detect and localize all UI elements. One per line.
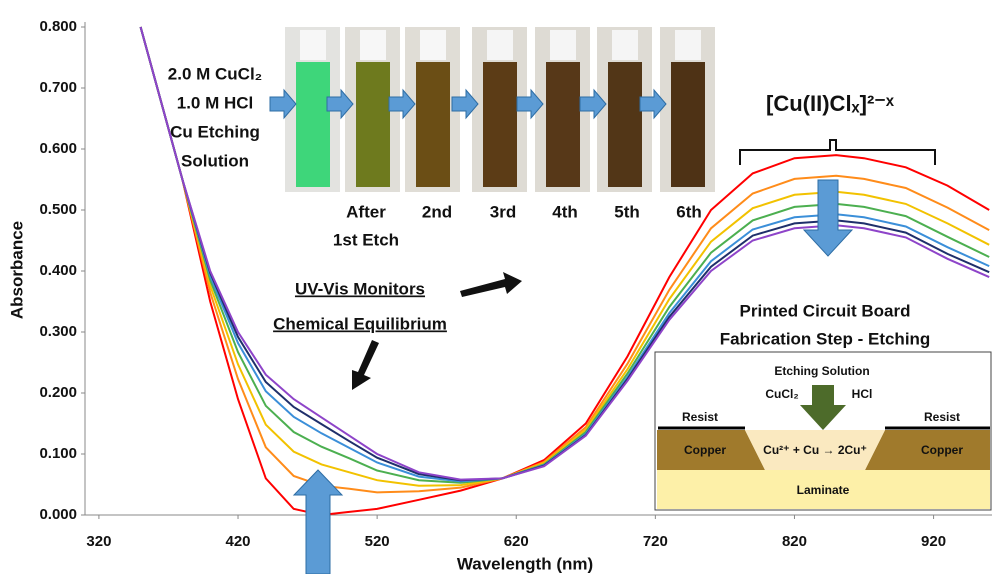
annotation: Resist: [924, 410, 960, 424]
x-axis-label: Wavelength (nm): [457, 554, 593, 573]
annotation: 3rd: [490, 202, 516, 221]
photos: [270, 27, 715, 192]
y-tick-label: 0.700: [39, 79, 77, 96]
x-tick-label: 920: [921, 533, 946, 550]
annotation: After: [346, 202, 386, 221]
x-tick-label: 520: [365, 533, 390, 550]
annotation: 2nd: [422, 202, 452, 221]
y-tick-label: 0.300: [39, 323, 77, 340]
y-tick-label: 0.600: [39, 140, 77, 157]
annotation: Cu²⁺ + Cu → 2Cu⁺: [763, 443, 867, 457]
annotation: Resist: [682, 410, 718, 424]
annotation: Fabrication Step - Etching: [720, 329, 931, 348]
y-tick-label: 0.100: [39, 445, 77, 462]
annotation: CuCl₂: [765, 387, 798, 401]
annotation: HCl: [852, 387, 873, 401]
annotation: 6th: [676, 202, 702, 221]
annotation: [Cu(II)Clₓ]²⁻ˣ: [766, 91, 895, 116]
x-tick-label: 720: [643, 533, 668, 550]
annotation: 1st Etch: [333, 230, 399, 249]
y-tick-label: 0.800: [39, 18, 77, 35]
annotation: 4th: [552, 202, 578, 221]
y-tick-label: 0.200: [39, 384, 77, 401]
annotation: 5th: [614, 202, 640, 221]
annotation: 1.0 M HCl: [177, 93, 254, 112]
y-tick-label: 0.000: [39, 506, 77, 523]
annotation: 2.0 M CuCl₂: [168, 64, 262, 83]
annotation: Copper: [921, 443, 963, 457]
y-tick-label: 0.500: [39, 201, 77, 218]
annotation: Printed Circuit Board: [740, 301, 911, 320]
x-tick-label: 420: [226, 533, 251, 550]
x-tick-label: 320: [86, 533, 111, 550]
x-tick-label: 620: [504, 533, 529, 550]
annotation: UV-Vis Monitors: [295, 279, 425, 298]
annotation: Copper: [684, 443, 726, 457]
annotation: Chemical Equilibrium: [273, 314, 447, 333]
x-tick-label: 820: [782, 533, 807, 550]
chart: 0.000 0.100 0.200 0.300 0.400 0.500 0.600 0.700…: [0, 0, 992, 574]
annotation: Cu Etching: [170, 122, 260, 141]
annotation: Laminate: [797, 483, 850, 497]
y-tick-label: 0.400: [39, 262, 77, 279]
annotation: Etching Solution: [774, 364, 869, 378]
y-axis-label: Absorbance: [7, 221, 26, 319]
annotation: Solution: [181, 151, 249, 170]
